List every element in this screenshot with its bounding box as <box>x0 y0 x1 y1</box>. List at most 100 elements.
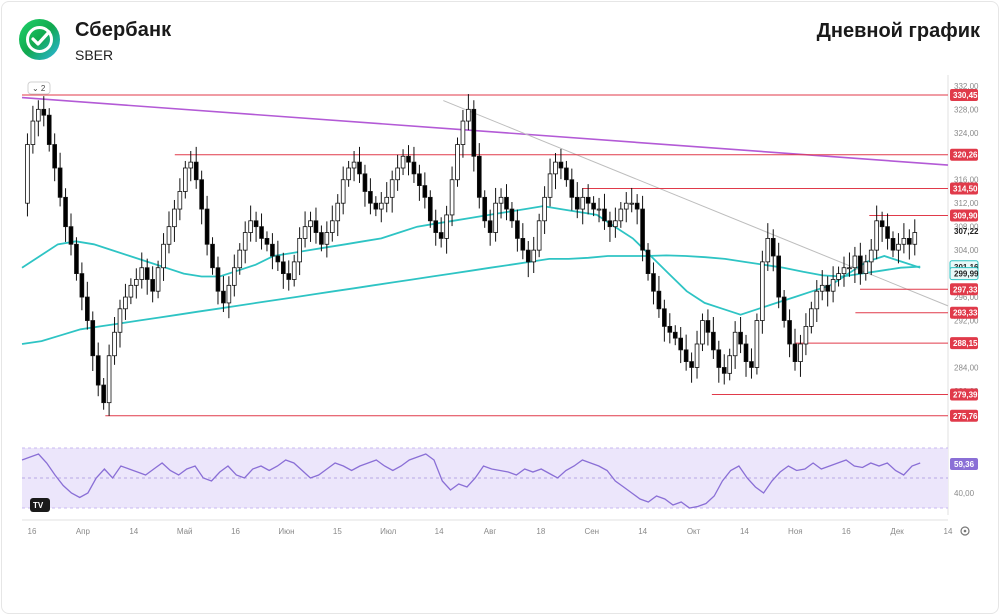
candle-up-body <box>542 196 547 222</box>
candle-down-body <box>716 349 722 368</box>
candle-down-body <box>422 185 428 198</box>
ticker-symbol: SBER <box>75 47 114 63</box>
candle <box>253 211 259 242</box>
y-tick-label: 332,00 <box>954 82 979 91</box>
candle <box>907 229 912 260</box>
candle <box>351 150 357 182</box>
candle <box>101 378 106 410</box>
candle-down-body <box>667 325 673 333</box>
y-tick-label: 316,00 <box>954 176 979 185</box>
candle <box>193 146 199 189</box>
candle-down-body <box>357 161 362 175</box>
candle-down-body <box>672 331 678 339</box>
candle <box>487 209 493 246</box>
candle <box>623 192 629 223</box>
x-tick-label: 18 <box>536 527 545 536</box>
candle <box>406 145 411 176</box>
level-price-label: 320,26 <box>953 151 978 160</box>
candle <box>798 334 803 377</box>
candle-up-body <box>248 220 253 233</box>
candle <box>629 187 635 213</box>
candle <box>444 205 449 254</box>
candle <box>438 217 444 248</box>
candle-up-body <box>493 202 498 233</box>
candle <box>525 241 531 278</box>
candle <box>743 334 749 377</box>
level-price-label: 314,50 <box>953 185 978 194</box>
candle <box>509 202 515 228</box>
candle <box>427 190 433 228</box>
candle <box>792 328 798 371</box>
price-chart-svg[interactable]: 332,00 328,00 324,00 316,00 312,00 308,00 304,… <box>0 70 1000 550</box>
candle <box>640 195 645 262</box>
candle-up-body <box>384 196 390 204</box>
candle-down-body <box>221 290 226 304</box>
candle <box>569 168 575 211</box>
candle <box>858 242 863 285</box>
collapse-toggle-button[interactable]: ⌄ 2 <box>27 81 51 95</box>
candle-down-body <box>438 232 444 239</box>
candle <box>449 166 455 227</box>
x-tick-label: Май <box>177 527 193 536</box>
candle <box>183 160 188 199</box>
candle <box>656 275 662 318</box>
candle-down-body <box>68 226 74 245</box>
candle-up-body <box>868 249 874 263</box>
x-tick-label: Авг <box>484 527 497 536</box>
level-price-tag <box>950 283 978 296</box>
level-price-label: 275,76 <box>953 412 978 421</box>
candle-up-body <box>700 320 705 345</box>
candle <box>368 178 373 215</box>
settings-gear-icon[interactable] <box>960 526 970 536</box>
candle <box>476 143 482 209</box>
candle-up-body <box>852 255 858 269</box>
candle-down-body <box>286 273 292 280</box>
candle <box>896 233 901 264</box>
sma-long-line <box>21 254 921 345</box>
candle <box>161 233 166 281</box>
candle <box>558 148 564 180</box>
candle <box>25 133 30 217</box>
candle-up-body <box>378 202 384 210</box>
candle-down-body <box>689 361 694 368</box>
candle-down-body <box>504 196 509 210</box>
candle <box>313 207 319 244</box>
candle <box>520 223 526 260</box>
candle-up-body <box>809 308 814 327</box>
candle-down-body <box>253 220 259 228</box>
tv-badge-bg <box>30 498 50 512</box>
candle-up-body <box>30 120 36 145</box>
x-tick-label: 14 <box>435 527 444 536</box>
candle-down-body <box>411 161 417 175</box>
candle <box>166 211 172 254</box>
candle-down-body <box>738 331 743 345</box>
candle <box>700 313 705 352</box>
candle-down-body <box>144 267 150 280</box>
gear-outer <box>960 526 970 536</box>
candle <box>863 254 869 281</box>
candle <box>787 309 792 358</box>
candle-down-body <box>585 196 591 204</box>
candle-up-body <box>896 243 901 251</box>
candle-down-body <box>41 108 47 116</box>
candle-up-body <box>395 167 400 181</box>
candle-up-body <box>242 232 248 251</box>
candle-down-body <box>569 179 575 198</box>
candle-up-body <box>618 208 624 222</box>
candle-down-body <box>743 343 749 363</box>
candle <box>727 348 732 381</box>
candle <box>613 207 618 238</box>
candle-down-body <box>373 202 379 210</box>
candle <box>721 354 727 385</box>
candle <box>199 170 204 225</box>
chart-area[interactable]: 332,00 328,00 324,00 316,00 312,00 308,00 304,… <box>0 70 1000 550</box>
y-tick-label: 324,00 <box>954 129 979 138</box>
y-tick-label: 308,00 <box>954 223 979 232</box>
candle-up-body <box>798 343 803 363</box>
candle-up-body <box>836 273 841 280</box>
candle-down-body <box>907 237 912 245</box>
candle-down-body <box>259 226 264 239</box>
candle-up-body <box>863 261 869 275</box>
candle-down-body <box>313 220 319 233</box>
candle <box>226 276 232 319</box>
